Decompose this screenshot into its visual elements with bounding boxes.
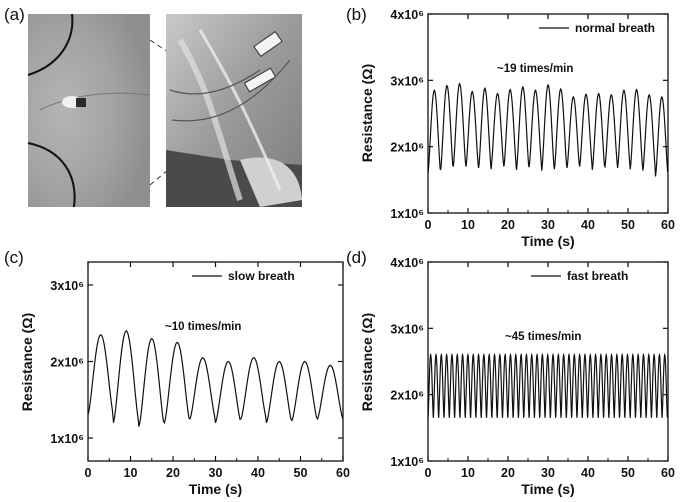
x-tick-label: 30 bbox=[541, 218, 555, 232]
y-tick-label: 3x10⁶ bbox=[50, 279, 84, 293]
x-tick-label: 10 bbox=[461, 466, 475, 480]
y-tick-label: 1x10⁶ bbox=[390, 455, 424, 469]
series-line bbox=[87, 330, 344, 427]
y-tick-label: 3x10⁶ bbox=[390, 322, 424, 336]
x-tick-label: 40 bbox=[581, 466, 595, 480]
x-tick-label: 20 bbox=[501, 218, 515, 232]
chart-slow-breath: 0 10 20 30 40 50 60 1x10⁶ 2x10⁶ 3x10⁶ Time (s) Resi… bbox=[19, 261, 350, 497]
legend-label: normal breath bbox=[575, 21, 655, 35]
chart-normal-breath: 0 10 20 30 40 50 60 1x10⁶ 2x10⁶ 3x10⁶ 4x10⁶ Time (s… bbox=[359, 8, 675, 249]
x-tick-label: 10 bbox=[124, 466, 138, 480]
legend-label: fast breath bbox=[567, 269, 628, 283]
y-axis-label: Resistance (Ω) bbox=[359, 313, 375, 411]
zoom-lines bbox=[149, 39, 169, 186]
chart-fast-breath: 0 10 20 30 40 50 60 1x10⁶ 2x10⁶ 3x10⁶ 4x10⁶ Time (s… bbox=[359, 256, 675, 497]
x-tick-label: 50 bbox=[621, 466, 635, 480]
x-tick-label: 20 bbox=[166, 466, 180, 480]
x-tick-label: 60 bbox=[336, 466, 350, 480]
x-tick-label: 30 bbox=[541, 466, 555, 480]
x-tick-label: 30 bbox=[209, 466, 223, 480]
rate-annotation: ~19 times/min bbox=[497, 63, 573, 75]
y-tick-label: 3x10⁶ bbox=[390, 74, 424, 88]
y-tick-label: 1x10⁶ bbox=[50, 432, 84, 446]
y-tick-label: 2x10⁶ bbox=[50, 356, 84, 370]
x-tick-label: 10 bbox=[461, 218, 475, 232]
rate-annotation: ~45 times/min bbox=[505, 331, 581, 343]
y-tick-label: 1x10⁶ bbox=[390, 207, 424, 221]
sensor-chip-icon bbox=[76, 98, 86, 107]
x-axis-label: Time (s) bbox=[521, 233, 574, 249]
x-axis-label: Time (s) bbox=[189, 481, 242, 497]
series-line bbox=[427, 352, 669, 418]
x-tick-label: 40 bbox=[581, 218, 595, 232]
plot-frame bbox=[427, 13, 669, 214]
series-line bbox=[427, 82, 669, 177]
y-tick-label: 2x10⁶ bbox=[390, 389, 424, 403]
legend-label: slow breath bbox=[228, 269, 295, 283]
x-axis-label: Time (s) bbox=[521, 481, 574, 497]
photo-right bbox=[166, 14, 302, 207]
x-tick-label: 60 bbox=[661, 218, 675, 232]
x-tick-label: 20 bbox=[501, 466, 515, 480]
x-tick-label: 0 bbox=[425, 466, 432, 480]
x-tick-label: 0 bbox=[85, 466, 92, 480]
panel-label-d: (d) bbox=[346, 248, 367, 267]
panel-label-a: (a) bbox=[4, 5, 25, 24]
y-tick-label: 4x10⁶ bbox=[390, 8, 424, 22]
photo-left bbox=[27, 13, 151, 208]
rate-annotation: ~10 times/min bbox=[165, 321, 241, 333]
y-axis-label: Resistance (Ω) bbox=[19, 313, 35, 411]
x-tick-label: 50 bbox=[294, 466, 308, 480]
x-tick-label: 50 bbox=[621, 218, 635, 232]
x-tick-label: 40 bbox=[251, 466, 265, 480]
panel-label-b: (b) bbox=[346, 5, 367, 24]
x-tick-label: 0 bbox=[425, 218, 432, 232]
y-tick-label: 2x10⁶ bbox=[390, 141, 424, 155]
panel-label-c: (c) bbox=[4, 248, 24, 267]
x-tick-label: 60 bbox=[661, 466, 675, 480]
y-axis-label: Resistance (Ω) bbox=[359, 64, 375, 162]
y-tick-label: 4x10⁶ bbox=[390, 256, 424, 270]
